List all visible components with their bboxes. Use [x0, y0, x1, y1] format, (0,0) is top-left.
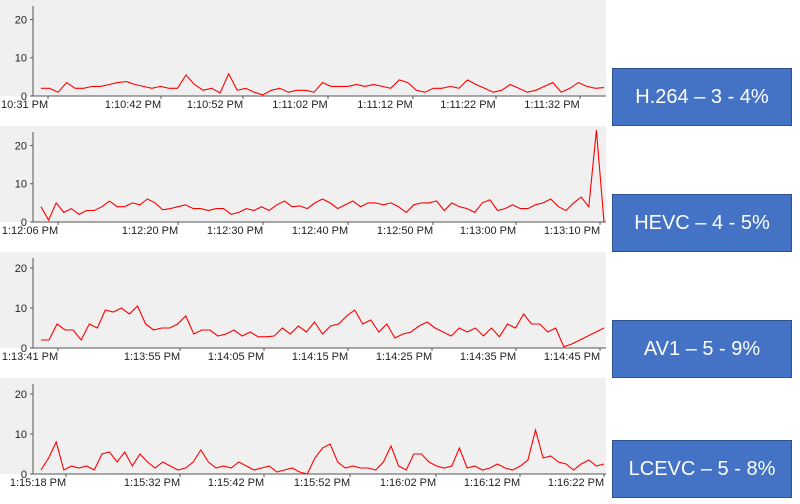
x-tick-label: 1:11:02 PM	[272, 99, 327, 111]
x-tick-label: 1:10:52 PM	[187, 99, 243, 111]
series-line	[41, 305, 605, 348]
codec-badge: LCEVC – 5 - 8%	[612, 440, 792, 498]
x-tick-label: 1:13:10 PM	[544, 225, 600, 237]
x-tick-label: 1:13:00 PM	[460, 225, 516, 237]
y-tick-label: 10	[15, 179, 27, 191]
y-tick-label: 0	[21, 469, 27, 481]
x-tick-label: 1:10:42 PM	[105, 99, 161, 111]
plot-area	[0, 126, 606, 222]
chart-panel-h264: 0 10 20 1:10:31 PM 1:10:42 PM 1:10:52 PM 1:11:…	[0, 0, 800, 126]
y-tick-label: 20	[15, 263, 27, 275]
line-chart: 0 10 20 1:15:18 PM 1:15:32 PM 1:15:42 PM 1:15:…	[0, 378, 606, 489]
y-tick-label: 0	[21, 217, 27, 229]
plot-area	[0, 0, 606, 96]
x-tick-label: 1:11:22 PM	[440, 99, 495, 111]
y-tick-label: 0	[21, 343, 27, 355]
x-tick-label: 1:15:32 PM	[124, 477, 180, 489]
x-tick-label: 1:11:12 PM	[357, 99, 412, 111]
x-tick-label: 1:12:50 PM	[377, 225, 433, 237]
chart-panel-av1: 0 10 20 1:13:41 PM 1:13:55 PM 1:14:05 PM 1:14:…	[0, 252, 800, 378]
chart-panel-lcevc: 0 10 20 1:15:18 PM 1:15:32 PM 1:15:42 PM 1:15:…	[0, 378, 800, 504]
x-tick-label: 1:14:35 PM	[460, 351, 516, 363]
y-tick-label: 20	[15, 140, 27, 152]
x-tick-label: 1:16:12 PM	[464, 477, 520, 489]
y-tick-label: 20	[15, 14, 27, 26]
y-tick-label: 10	[15, 429, 27, 441]
x-tick-label: 1:13:41 PM	[2, 351, 58, 363]
x-tick-label: 1:14:25 PM	[376, 351, 432, 363]
x-tick-label: 1:12:30 PM	[207, 225, 263, 237]
series-line	[40, 427, 605, 475]
x-tick-label: 1:12:40 PM	[292, 225, 348, 237]
codec-badge: HEVC – 4 - 5%	[612, 194, 792, 252]
x-tick-label: 1:16:02 PM	[380, 477, 436, 489]
plot-area	[0, 252, 606, 348]
line-chart: 0 10 20 1:12:06 PM 1:12:20 PM 1:12:30 PM 1:12:…	[0, 126, 606, 237]
y-tick-label: 10	[15, 53, 27, 65]
series-line	[40, 130, 605, 223]
x-tick-label: 1:11:32 PM	[524, 99, 579, 111]
x-tick-label: 1:15:18 PM	[10, 477, 66, 489]
codec-badge: H.264 – 3 - 4%	[612, 68, 792, 126]
x-tick-label: 1:15:52 PM	[294, 477, 350, 489]
x-tick-label: 1:14:15 PM	[292, 351, 348, 363]
chart-panel-hevc: 0 10 20 1:12:06 PM 1:12:20 PM 1:12:30 PM 1:12:…	[0, 126, 800, 252]
line-chart: 0 10 20 1:10:31 PM 1:10:42 PM 1:10:52 PM 1:11:…	[0, 0, 606, 111]
x-tick-label: 1:16:22 PM	[548, 477, 604, 489]
y-tick-label: 0	[21, 91, 27, 103]
y-tick-label: 10	[15, 303, 27, 315]
x-tick-label: 1:14:45 PM	[544, 351, 600, 363]
x-tick-label: 1:10:31 PM	[0, 99, 48, 111]
x-tick-label: 1:15:42 PM	[208, 477, 264, 489]
codec-badge: AV1 – 5 - 9%	[612, 320, 792, 378]
x-tick-label: 1:12:20 PM	[122, 225, 178, 237]
plot-area	[0, 378, 606, 474]
line-chart: 0 10 20 1:13:41 PM 1:13:55 PM 1:14:05 PM 1:14:…	[0, 252, 606, 363]
x-tick-label: 1:12:06 PM	[2, 225, 58, 237]
series-line	[41, 72, 605, 96]
x-tick-label: 1:13:55 PM	[124, 351, 180, 363]
x-tick-label: 1:14:05 PM	[208, 351, 264, 363]
y-tick-label: 20	[15, 389, 27, 401]
